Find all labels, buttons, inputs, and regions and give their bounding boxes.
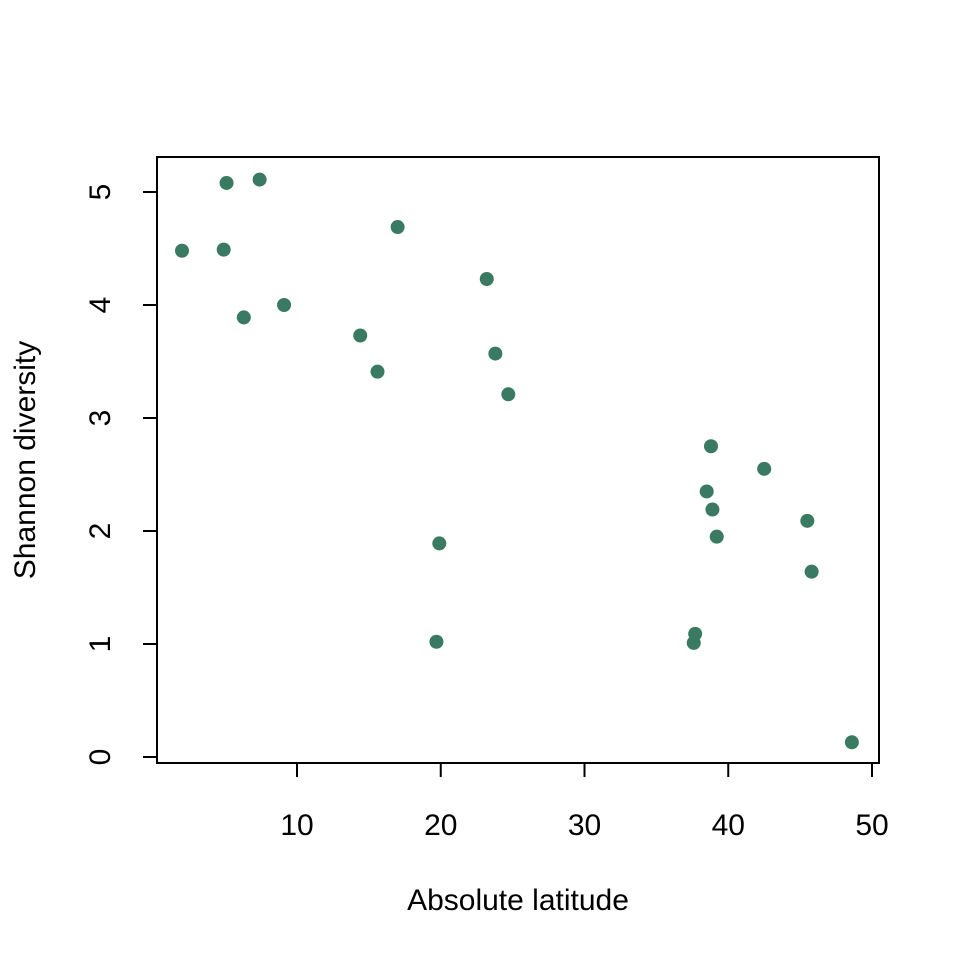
data-point: [757, 461, 772, 476]
y-tick-label: 0: [84, 749, 117, 766]
data-point: [432, 536, 447, 551]
data-point: [219, 175, 234, 190]
data-point: [501, 387, 516, 402]
x-tick-label: 20: [424, 809, 457, 842]
data-point: [252, 172, 267, 187]
plot-frame: [156, 156, 880, 764]
data-point: [390, 220, 405, 235]
data-point: [709, 529, 724, 544]
y-axis: 0 1 2 3 4 5: [84, 184, 158, 766]
data-point: [370, 364, 385, 379]
x-axis-label: Absolute latitude: [407, 884, 629, 917]
y-tick-label: 4: [84, 297, 117, 314]
data-point: [699, 484, 714, 499]
y-tick-label: 1: [84, 636, 117, 653]
data-point: [705, 502, 720, 517]
data-point: [236, 310, 251, 325]
data-points: [175, 172, 859, 750]
data-point: [216, 242, 231, 257]
data-point: [844, 735, 859, 750]
data-point: [804, 564, 819, 579]
y-axis-label: Shannon diversity: [9, 341, 42, 579]
data-point: [688, 626, 703, 641]
x-tick-label: 50: [855, 809, 888, 842]
x-axis: 10 20 30 40 50: [280, 762, 889, 842]
data-point: [488, 346, 503, 361]
data-point: [429, 634, 444, 649]
data-point: [175, 243, 189, 258]
x-tick-label: 30: [568, 809, 601, 842]
data-point: [704, 439, 718, 454]
data-point: [277, 298, 292, 312]
data-point: [800, 513, 815, 528]
x-tick-label: 10: [280, 809, 313, 842]
x-tick-label: 40: [712, 809, 745, 842]
y-tick-label: 3: [84, 410, 117, 427]
data-point: [479, 272, 494, 287]
y-tick-label: 2: [84, 523, 117, 540]
y-tick-label: 5: [84, 184, 117, 201]
data-point: [353, 328, 368, 343]
